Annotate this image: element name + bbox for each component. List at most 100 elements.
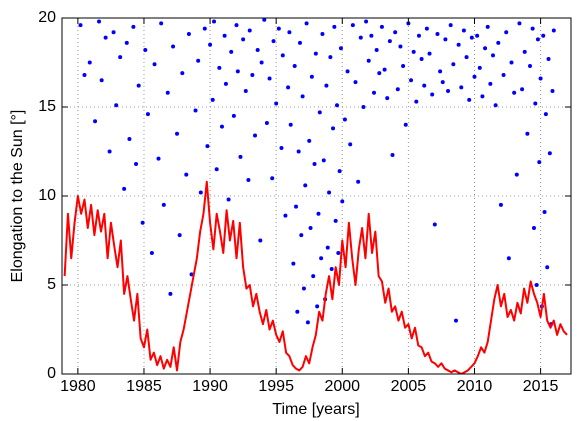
point	[424, 26, 429, 31]
point	[538, 76, 543, 81]
point	[231, 113, 236, 118]
line	[63, 180, 568, 374]
point	[333, 218, 338, 223]
point	[180, 71, 185, 76]
point	[235, 69, 240, 74]
point	[111, 30, 116, 35]
point	[107, 149, 112, 154]
point	[177, 233, 182, 238]
point	[222, 33, 227, 38]
point	[300, 94, 305, 99]
point	[250, 72, 255, 77]
point	[456, 42, 461, 47]
point	[270, 176, 275, 181]
point	[325, 245, 330, 250]
point	[401, 64, 406, 69]
point	[522, 49, 527, 54]
x-tick-label: 1990	[192, 378, 228, 395]
point	[537, 160, 542, 165]
point	[276, 26, 281, 31]
point	[292, 64, 297, 69]
point	[274, 101, 279, 106]
point	[451, 62, 456, 67]
point	[509, 60, 514, 65]
point	[114, 103, 119, 108]
point	[364, 19, 369, 24]
point	[124, 40, 129, 45]
point	[238, 154, 243, 159]
point	[243, 88, 248, 93]
point	[411, 49, 416, 54]
point	[186, 32, 191, 37]
point	[520, 87, 525, 92]
point	[82, 72, 87, 77]
point	[472, 74, 477, 79]
point	[247, 28, 252, 33]
point	[198, 190, 203, 195]
point	[419, 56, 424, 61]
point	[358, 35, 363, 40]
y-tick-label: 20	[38, 9, 56, 26]
point	[297, 40, 302, 45]
point	[311, 274, 316, 279]
point	[189, 272, 194, 277]
point	[99, 78, 104, 83]
point	[393, 30, 398, 35]
point	[303, 183, 308, 188]
point	[328, 55, 333, 60]
plot-area	[63, 18, 568, 374]
point	[395, 87, 400, 92]
point	[477, 65, 482, 70]
point	[219, 124, 224, 129]
point	[542, 210, 547, 215]
point	[196, 58, 201, 63]
point	[403, 122, 408, 127]
point	[321, 158, 326, 163]
point	[379, 24, 384, 29]
point	[414, 99, 419, 104]
point	[459, 85, 464, 90]
point	[294, 204, 299, 209]
point	[312, 161, 317, 166]
point	[409, 78, 414, 83]
point	[546, 56, 551, 61]
point	[205, 144, 210, 149]
point	[348, 142, 353, 147]
point	[528, 64, 533, 69]
point	[416, 33, 421, 38]
x-axis-label: Time [years]	[272, 401, 359, 418]
point	[331, 126, 336, 131]
point	[184, 172, 189, 177]
point	[309, 74, 314, 79]
point	[382, 67, 387, 72]
point	[336, 250, 341, 255]
point	[387, 39, 392, 44]
point	[541, 33, 546, 38]
point	[226, 197, 231, 202]
point	[246, 177, 251, 182]
point	[241, 37, 246, 42]
point	[324, 83, 329, 88]
point	[366, 58, 371, 63]
point	[152, 62, 157, 67]
point	[299, 233, 304, 238]
point	[280, 53, 285, 58]
y-tick-label: 5	[47, 276, 56, 293]
y-tick-label: 0	[47, 365, 56, 382]
point	[514, 172, 519, 177]
point	[136, 83, 141, 88]
point	[143, 48, 148, 53]
point	[531, 226, 536, 231]
point	[288, 122, 293, 127]
point	[258, 238, 263, 243]
point	[208, 42, 213, 47]
point	[168, 291, 173, 296]
point	[253, 133, 258, 138]
point	[301, 286, 306, 291]
point	[545, 265, 550, 270]
point	[361, 105, 366, 109]
point	[533, 101, 538, 106]
x-tick-label: 2000	[324, 378, 360, 395]
point	[329, 266, 334, 271]
point	[212, 19, 217, 24]
